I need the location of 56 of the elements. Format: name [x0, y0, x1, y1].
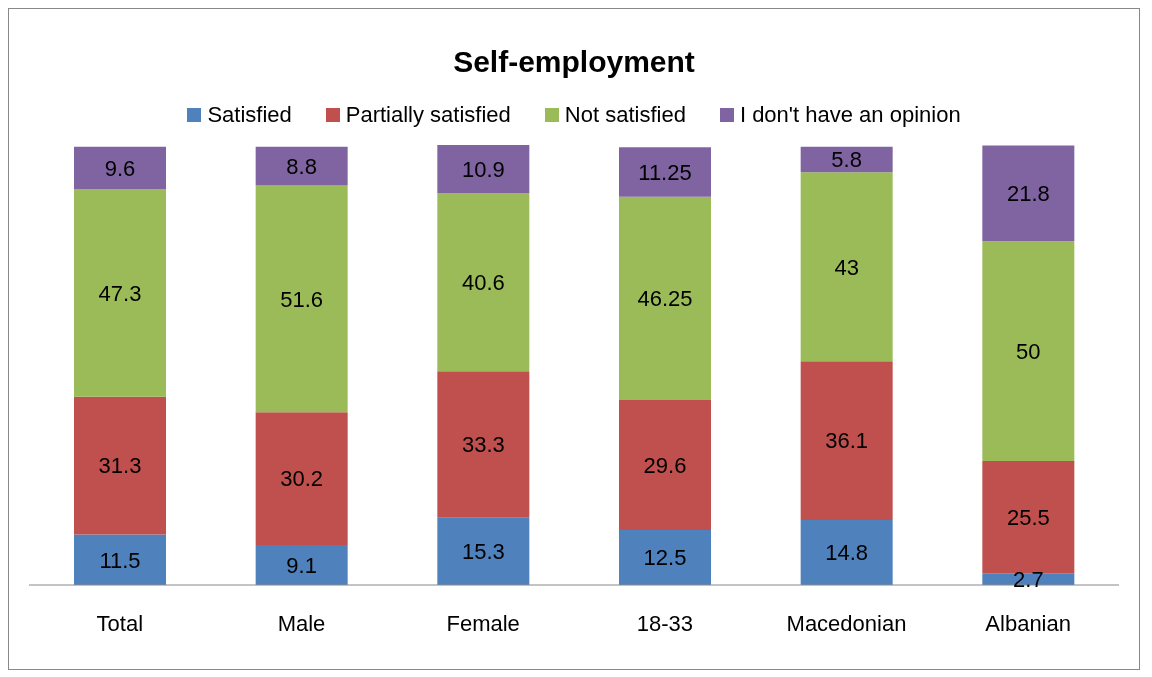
bar [255, 545, 348, 585]
bar [619, 399, 711, 531]
data-label: 5.8 [831, 147, 862, 173]
data-label: 31.3 [98, 453, 142, 479]
legend-label: Satisfied [207, 102, 292, 128]
bar [982, 241, 1075, 462]
bar [619, 196, 711, 400]
data-label: 8.8 [286, 153, 317, 179]
data-label: 21.8 [1006, 181, 1050, 207]
legend-label: I don't have an opinion [739, 102, 961, 128]
data-label: 12.5 [643, 545, 687, 571]
x-tick-label: Female [446, 610, 520, 636]
data-label: 50 [1016, 338, 1041, 364]
data-label: 9.1 [286, 552, 317, 578]
data-label: 43 [834, 254, 859, 280]
bar [619, 530, 711, 585]
data-label: 15.3 [461, 539, 505, 565]
x-tick-label: Albanian [985, 610, 1071, 636]
bar [800, 519, 893, 585]
data-label: 46.25 [637, 286, 693, 312]
legend-label: Not satisfied [564, 102, 686, 128]
data-label: 9.6 [104, 155, 136, 181]
bar [74, 188, 166, 397]
bar [74, 146, 166, 189]
x-tick-label: 18-33 [636, 610, 693, 636]
x-tick-label: Male [277, 610, 326, 636]
data-label: 47.3 [98, 280, 142, 306]
data-label: 10.9 [461, 156, 505, 182]
bar [74, 534, 166, 585]
bar [800, 361, 893, 520]
data-label: 29.6 [643, 452, 687, 478]
x-tick-label: Macedonian [786, 610, 907, 636]
data-label: 11.5 [99, 547, 141, 573]
data-label: 36.1 [825, 428, 869, 454]
bar [255, 185, 348, 413]
data-label: 33.3 [461, 432, 505, 458]
bar [982, 145, 1075, 242]
bar [800, 172, 893, 362]
bar [437, 145, 530, 193]
data-label: 11.25 [638, 159, 692, 185]
bar [619, 147, 711, 197]
bar [437, 192, 530, 372]
data-label: 14.8 [825, 540, 869, 566]
data-label: 30.2 [280, 466, 324, 492]
bar [437, 517, 530, 585]
bar [982, 461, 1075, 574]
data-label: 51.6 [280, 286, 324, 312]
legend-label: Partially satisfied [345, 102, 511, 128]
bar [74, 396, 166, 535]
data-label: 40.6 [461, 269, 505, 295]
chart-title: Self-employment [452, 44, 696, 80]
bar [255, 146, 348, 186]
x-tick-label: Total [96, 610, 144, 636]
bar [255, 412, 348, 545]
data-label: 25.5 [1006, 504, 1050, 530]
bar [437, 371, 530, 518]
